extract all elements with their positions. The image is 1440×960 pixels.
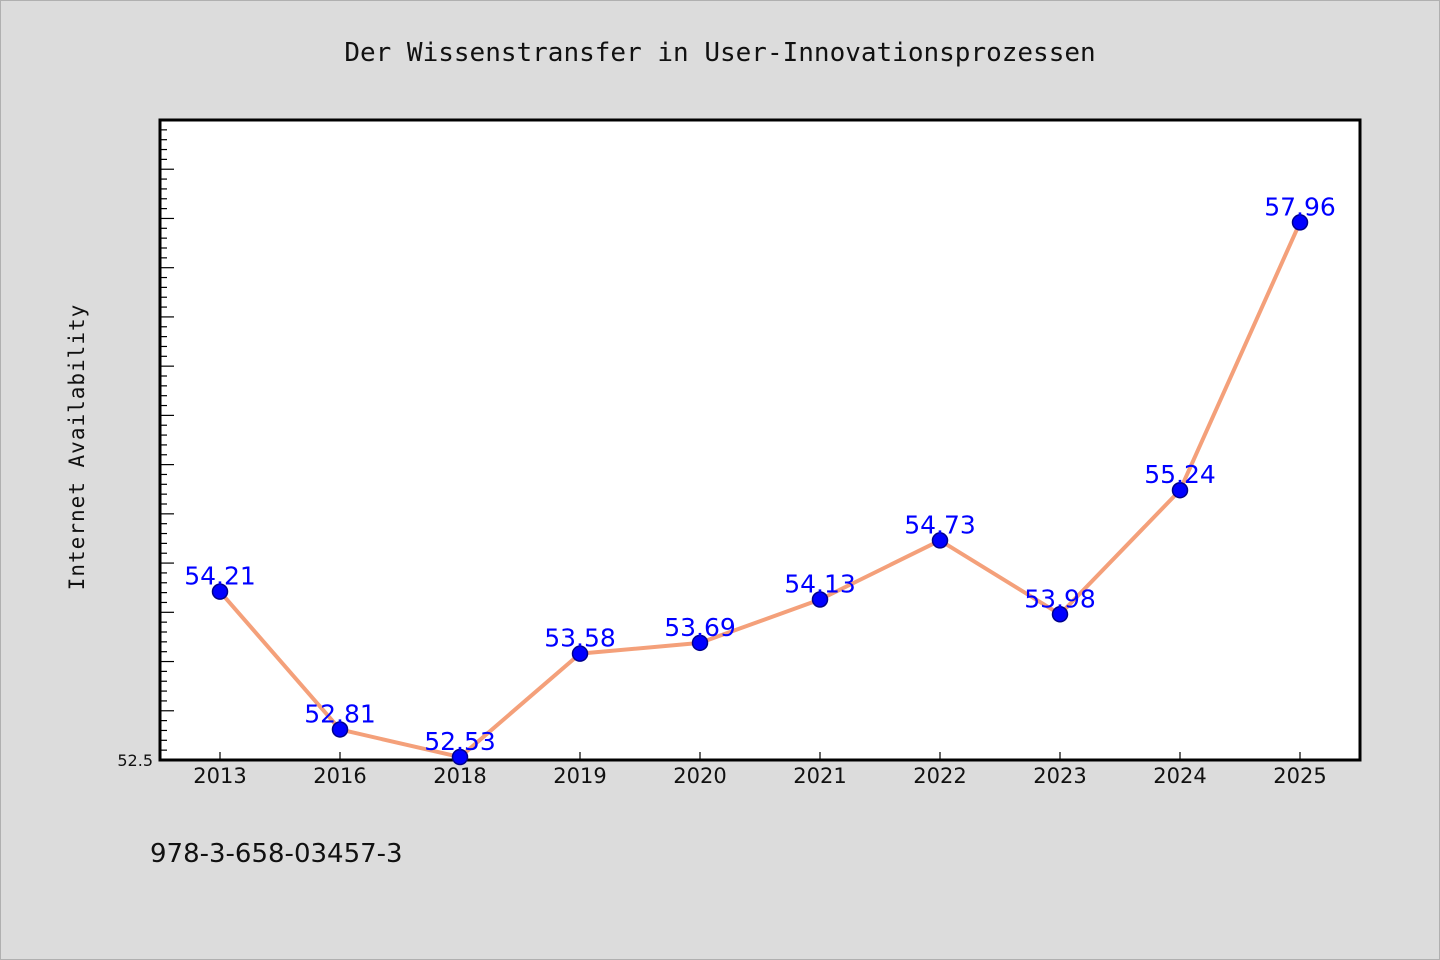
data-label: 57.96 (1264, 192, 1336, 221)
data-label: 54.13 (784, 570, 856, 599)
data-label: 53.98 (1024, 584, 1096, 613)
x-axis-tick-labels: 2013 2016 2018 2019 2020 2021 2022 2023 2024 2025 (193, 764, 1326, 788)
y-axis-label: Internet Availability (65, 304, 89, 591)
data-label: 53.69 (664, 613, 736, 642)
x-tick-label: 2019 (553, 764, 606, 788)
x-tick-label: 2013 (193, 764, 246, 788)
x-tick-label: 2022 (913, 764, 966, 788)
data-point (331, 721, 349, 738)
x-tick-label: 2020 (673, 764, 726, 788)
data-label: 52.81 (304, 699, 376, 728)
data-point (571, 645, 589, 662)
isbn-footer: 978-3-658-03457-3 (150, 839, 403, 869)
y-tick-label: 52.5 (117, 751, 153, 770)
series-line (218, 220, 1302, 760)
data-label: 55.24 (1144, 460, 1216, 489)
x-tick-label: 2018 (433, 764, 486, 788)
x-tick-label: 2023 (1033, 764, 1086, 788)
data-label: 52.53 (424, 727, 496, 756)
data-point (1171, 481, 1189, 499)
data-point (451, 748, 469, 766)
plot-area (158, 118, 1362, 762)
y-axis-ticks (160, 119, 174, 761)
data-label: 53.58 (544, 624, 616, 653)
data-markers (211, 214, 1309, 766)
x-tick-label: 2025 (1273, 764, 1326, 788)
x-tick-label: 2021 (793, 764, 846, 788)
x-tick-label: 2024 (1153, 764, 1206, 788)
data-point (811, 591, 829, 608)
data-label: 54.21 (184, 562, 256, 591)
x-tick-label: 2016 (313, 764, 366, 788)
data-point (211, 583, 229, 600)
data-point (1291, 214, 1309, 231)
data-point (931, 532, 949, 549)
data-labels: 54.21 52.81 52.53 53.58 53.69 54.13 54.73 53.98… (184, 192, 1336, 756)
chart-title: Der Wissenstransfer in User-Innovationsp… (344, 38, 1095, 68)
data-point (1051, 606, 1069, 623)
data-label: 54.73 (904, 510, 976, 539)
data-point (691, 634, 709, 652)
